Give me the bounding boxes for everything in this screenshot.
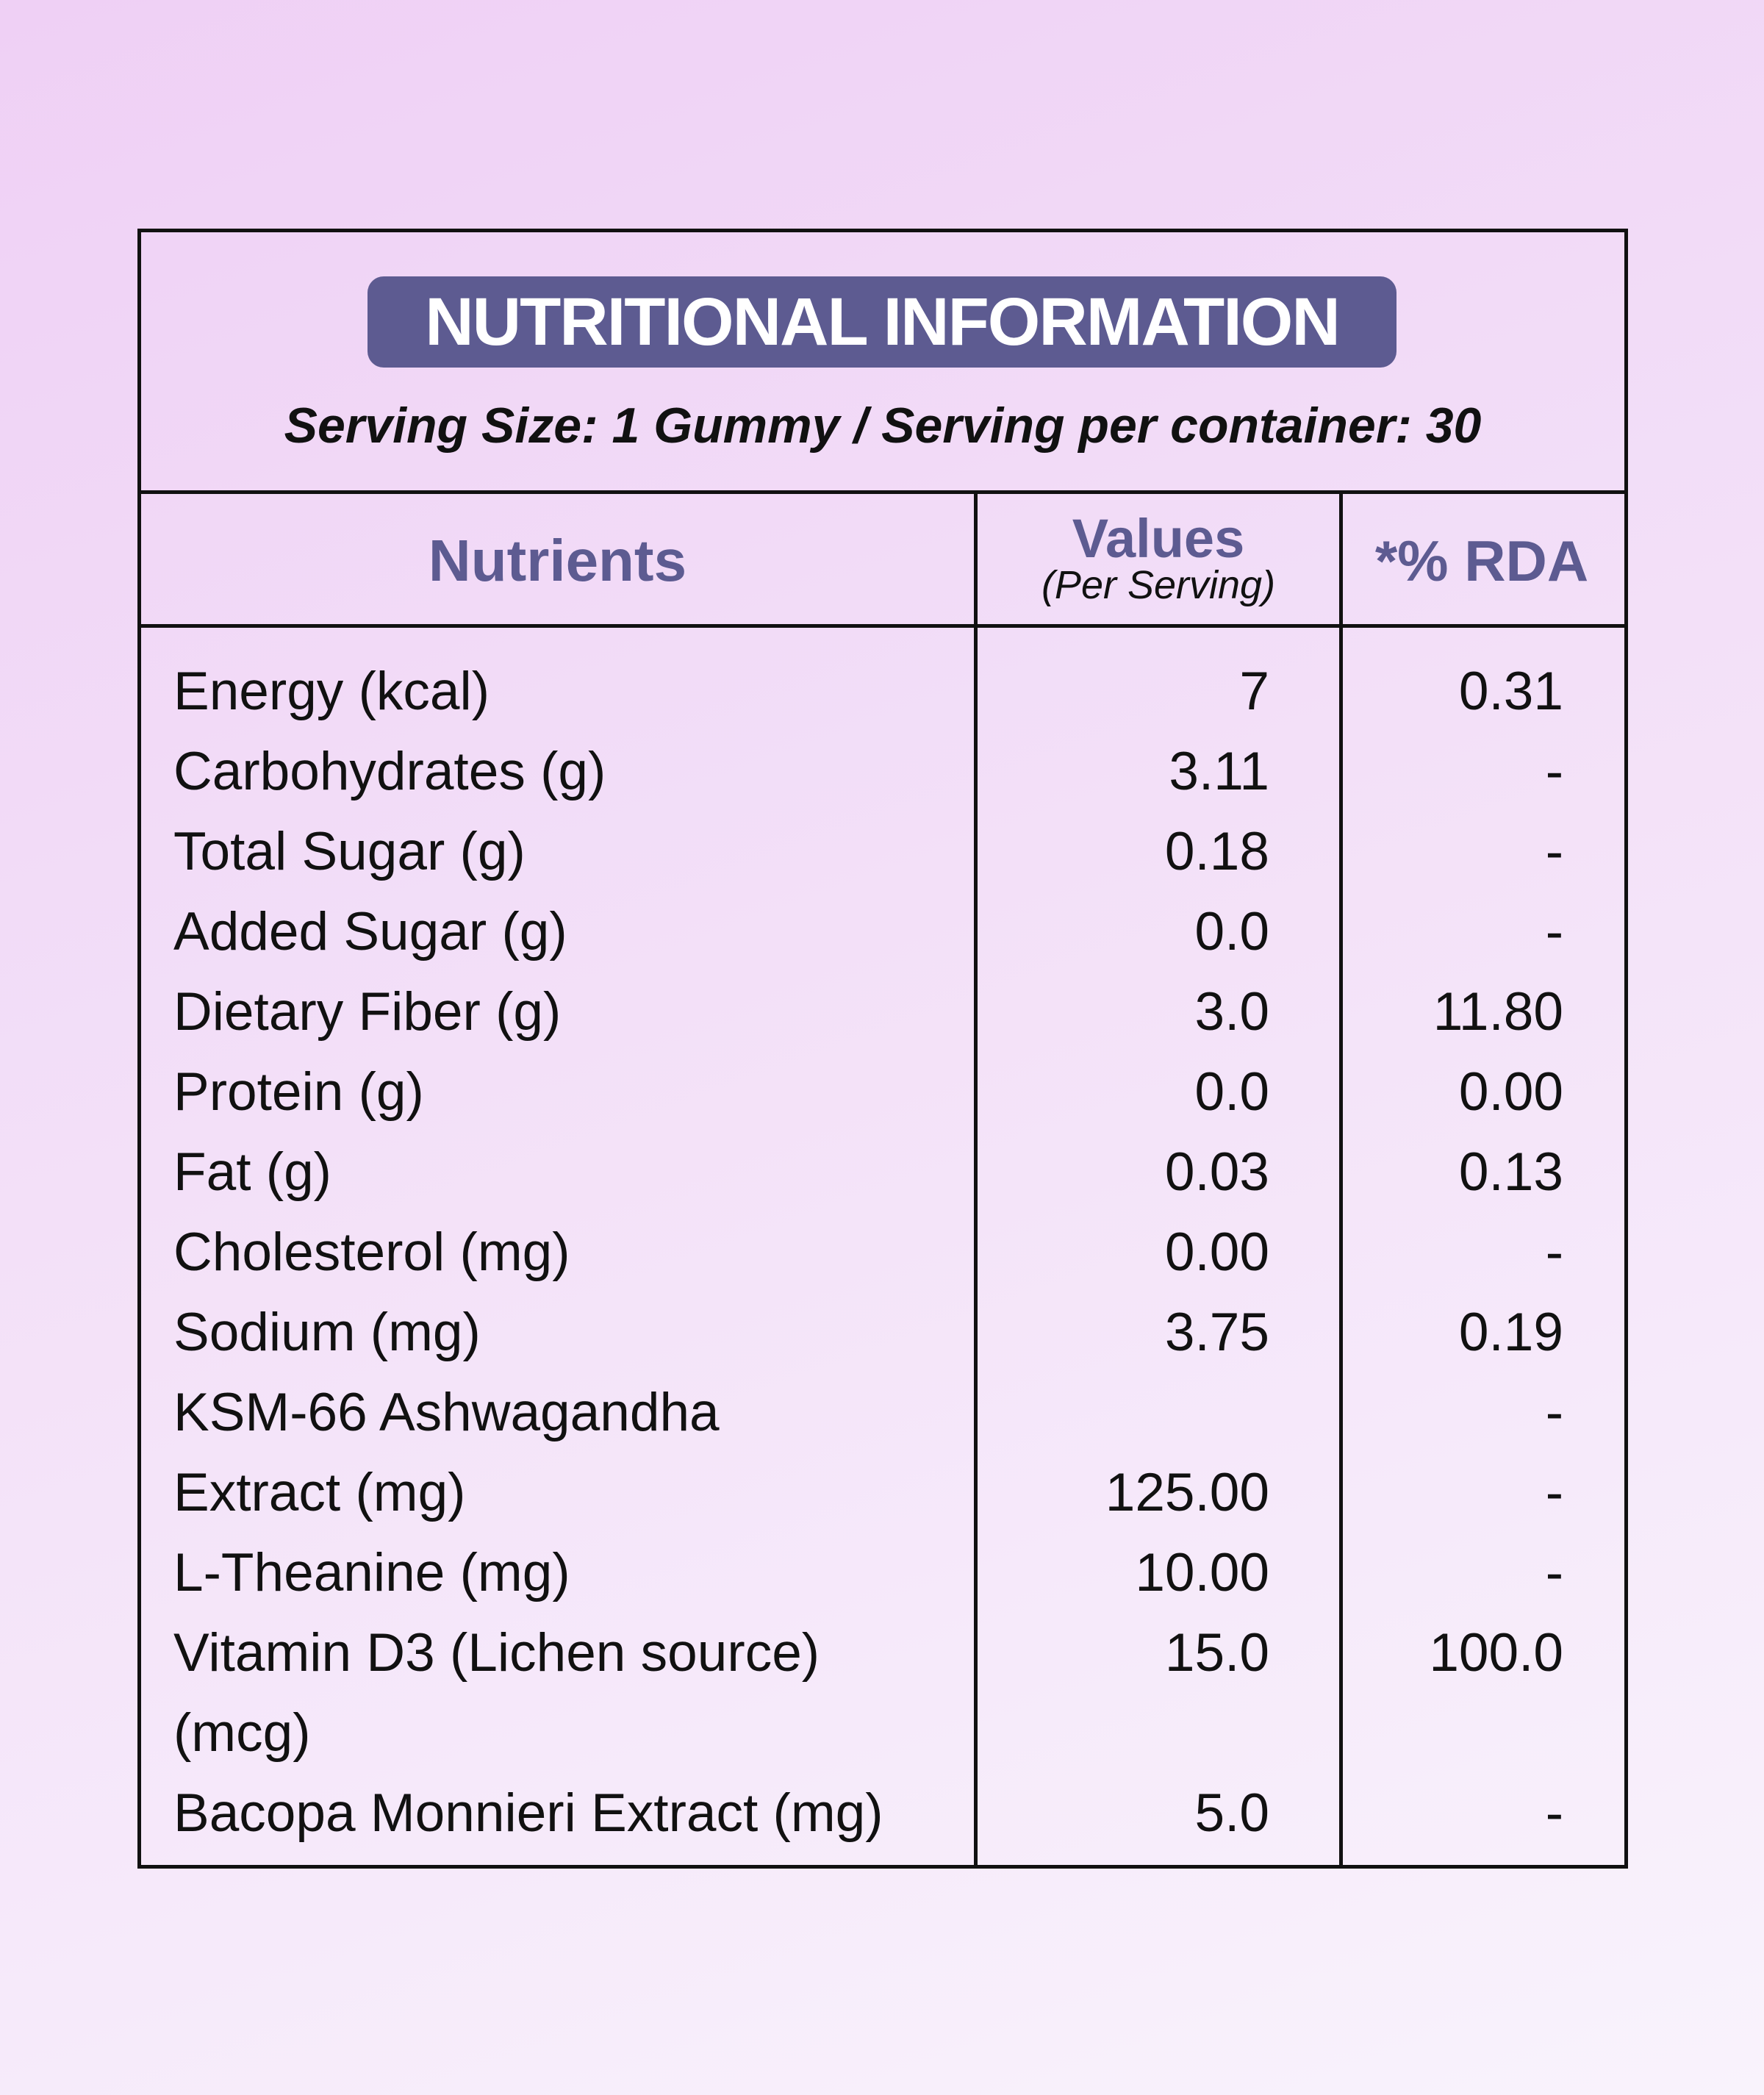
table-row: Vitamin D3 (Lichen source) (mcg) 15.0 100.… [173,1613,1563,1773]
rda: - [1545,1463,1563,1522]
nutrient: Total Sugar (g) [173,822,526,881]
column-note: (Per Serving) [1041,563,1276,607]
rda: - [1545,1783,1563,1843]
table-row: Bacopa Monnieri Extract (mg) 5.0 - [173,1773,1563,1853]
table-body: Energy (kcal) 7 0.31 Carbohydrates (g) 3.11 -… [173,651,1563,1853]
rda: - [1545,1383,1563,1442]
rda: 11.80 [1433,982,1563,1042]
rda: - [1545,822,1563,881]
value [953,1372,1269,1453]
value: 3.75 [1164,1303,1269,1362]
nutrient: L-Theanine (mg) [173,1543,570,1602]
nutrient: Extract (mg) [173,1463,466,1522]
rda: 0.13 [1458,1142,1563,1202]
value: 3.0 [1194,982,1269,1042]
table-row: Extract (mg) 125.00 - [173,1453,1563,1533]
divider [974,492,978,1866]
column-header: Nutrients [428,528,687,593]
nutrient: Fat (g) [173,1142,331,1202]
table-row: Protein (g) 0.0 0.00 [173,1052,1563,1132]
rda: - [1545,1543,1563,1602]
title: NUTRITIONAL INFORMATION [368,276,1396,368]
value: 3.11 [1169,742,1269,801]
column-header: *% RDA [1374,529,1589,593]
value: 15.0 [1164,1623,1269,1683]
value: 7 [1239,662,1269,721]
value: 10.00 [1135,1543,1269,1602]
nutrient: Sodium (mg) [173,1303,481,1362]
nutrient: Cholesterol (mg) [173,1222,570,1282]
rda: - [1545,902,1563,961]
serving-info: Serving Size: 1 Gummy / Serving per cont… [284,398,1482,454]
rda: 0.19 [1458,1303,1563,1362]
table-row: Fat (g) 0.03 0.13 [173,1132,1563,1212]
rda: 0.31 [1458,662,1563,721]
nutrient: Protein (g) [173,1062,424,1122]
divider [1339,492,1343,1866]
rda: - [1545,1222,1563,1282]
column-header: Values [1072,508,1245,569]
divider [137,490,1628,494]
nutrient: Vitamin D3 (Lichen source) (mcg) [173,1623,820,1763]
nutrient: KSM-66 Ashwagandha [173,1383,720,1442]
rda: 100.0 [1429,1623,1563,1683]
table-row: Energy (kcal) 7 0.31 [173,651,1563,731]
value: 0.0 [1194,1062,1269,1122]
table-row: Sodium (mg) 3.75 0.19 [173,1292,1563,1372]
table-row: Total Sugar (g) 0.18 - [173,812,1563,892]
nutrient: Added Sugar (g) [173,902,567,961]
value: 5.0 [1194,1783,1269,1843]
nutrient: Energy (kcal) [173,662,490,721]
nutrient: Carbohydrates (g) [173,742,606,801]
table-row: Carbohydrates (g) 3.11 - [173,731,1563,812]
nutrient: Dietary Fiber (g) [173,982,562,1042]
value: 0.0 [1194,902,1269,961]
divider [137,624,1628,628]
nutrient: Bacopa Monnieri Extract (mg) [173,1783,883,1843]
value: 125.00 [1105,1463,1269,1522]
rda: - [1545,742,1563,801]
table-row: Cholesterol (mg) 0.00 - [173,1212,1563,1292]
table-row: Added Sugar (g) 0.0 - [173,892,1563,972]
value: 0.00 [1164,1222,1269,1282]
value: 0.03 [1164,1142,1269,1202]
table-border [137,229,1628,1869]
rda: 0.00 [1458,1062,1563,1122]
table-row: L-Theanine (mg) 10.00 - [173,1533,1563,1613]
table-row: KSM-66 Ashwagandha - [173,1372,1563,1453]
table-row: Dietary Fiber (g) 3.0 11.80 [173,972,1563,1052]
value: 0.18 [1164,822,1269,881]
